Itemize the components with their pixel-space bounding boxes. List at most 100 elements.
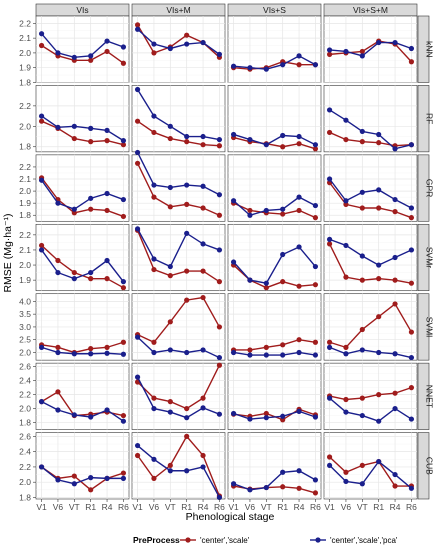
data-point <box>247 352 253 358</box>
data-point <box>88 414 94 420</box>
data-point <box>359 326 365 333</box>
data-point <box>88 125 94 131</box>
data-point <box>200 405 206 411</box>
data-point <box>184 433 190 439</box>
data-point <box>359 189 365 195</box>
panel-nnet-vis-m <box>131 362 226 430</box>
data-point <box>151 182 157 188</box>
legend-item-center-scale: 'center','scale' <box>180 536 250 545</box>
data-point <box>408 59 415 65</box>
data-point <box>408 142 415 148</box>
data-point <box>247 212 253 218</box>
y-tick-label: 2.0 <box>19 347 31 357</box>
series-line-0 <box>41 44 124 64</box>
series-line-1 <box>329 346 412 359</box>
series-line-0 <box>233 338 316 351</box>
data-point <box>359 462 365 469</box>
data-point <box>134 22 141 28</box>
data-point <box>104 407 110 413</box>
data-point <box>167 204 173 210</box>
series-line-0 <box>329 182 412 219</box>
panel-background <box>131 432 226 500</box>
data-point <box>167 409 173 415</box>
data-point <box>263 344 269 350</box>
series-line-1 <box>41 346 124 355</box>
data-point <box>343 242 349 249</box>
y-tick-label: 1.9 <box>19 198 31 208</box>
data-point <box>120 279 127 285</box>
y-tick-label: 2.2 <box>19 462 31 472</box>
data-point <box>296 283 302 289</box>
x-tick-label: R1 <box>277 502 288 512</box>
data-point <box>151 395 157 401</box>
legend-item-center-scale-pca: 'center','scale','pca' <box>310 536 398 545</box>
data-point <box>326 344 333 350</box>
data-point <box>104 276 110 282</box>
x-tick-label: V6 <box>245 502 256 512</box>
data-point <box>184 297 190 303</box>
panel-svml-vis-s <box>227 293 322 361</box>
data-point <box>184 32 190 38</box>
series-line-1 <box>136 376 220 419</box>
data-point <box>343 344 349 350</box>
panel-gpr-vis-s-m <box>323 154 418 222</box>
y-tick-label: 2.2 <box>19 230 31 240</box>
series-line-1 <box>41 249 124 283</box>
y-tick-label: 3.5 <box>19 309 31 319</box>
x-tick-label: R6 <box>310 502 321 512</box>
data-point <box>184 268 190 274</box>
data-point <box>216 324 223 330</box>
x-tick-label: R4 <box>294 502 305 512</box>
data-point <box>104 127 110 133</box>
data-point <box>55 349 61 356</box>
data-point <box>104 138 110 144</box>
data-point <box>376 187 382 193</box>
data-point <box>376 276 382 282</box>
panel-knn-vis-s-m <box>323 15 418 83</box>
series-line-1 <box>329 397 412 422</box>
series-line-1 <box>136 152 220 196</box>
data-point <box>280 342 286 348</box>
data-point <box>167 347 173 353</box>
panel-cub-vis-s <box>227 432 322 500</box>
series-line-1 <box>329 41 412 57</box>
data-point <box>55 269 61 276</box>
data-point <box>263 484 269 491</box>
series-line-0 <box>136 163 220 216</box>
data-point <box>216 143 223 149</box>
data-point <box>392 209 398 215</box>
x-tick-label: R1 <box>373 502 384 512</box>
y-tick-label: 2.6 <box>19 362 31 372</box>
data-point <box>134 442 141 449</box>
series-line-0 <box>233 202 316 219</box>
data-point <box>343 478 349 485</box>
data-point <box>280 132 286 139</box>
data-point <box>296 62 302 68</box>
data-point <box>392 390 398 396</box>
panel-svml-vis <box>35 293 130 361</box>
data-point <box>280 469 286 475</box>
series-line-0 <box>329 131 412 147</box>
data-point <box>326 241 333 247</box>
data-point <box>359 253 365 259</box>
data-point <box>120 339 127 345</box>
y-tick-label: 1.8 <box>19 418 31 428</box>
data-point <box>408 329 415 335</box>
row-strip-label: NNET <box>425 385 435 408</box>
series-line-1 <box>329 178 412 209</box>
data-point <box>312 62 319 68</box>
data-point <box>326 129 333 136</box>
data-point <box>326 395 333 401</box>
data-point <box>216 494 223 501</box>
row-strip-label: CUB <box>425 457 435 475</box>
panel-background <box>323 85 418 153</box>
data-point <box>216 192 223 198</box>
data-point <box>200 39 206 46</box>
data-point <box>216 354 223 361</box>
y-tick-label: 2.2 <box>19 18 31 28</box>
x-tick-label: VT <box>357 502 368 512</box>
data-point <box>359 139 365 145</box>
data-point <box>263 207 269 214</box>
data-point <box>167 399 173 405</box>
